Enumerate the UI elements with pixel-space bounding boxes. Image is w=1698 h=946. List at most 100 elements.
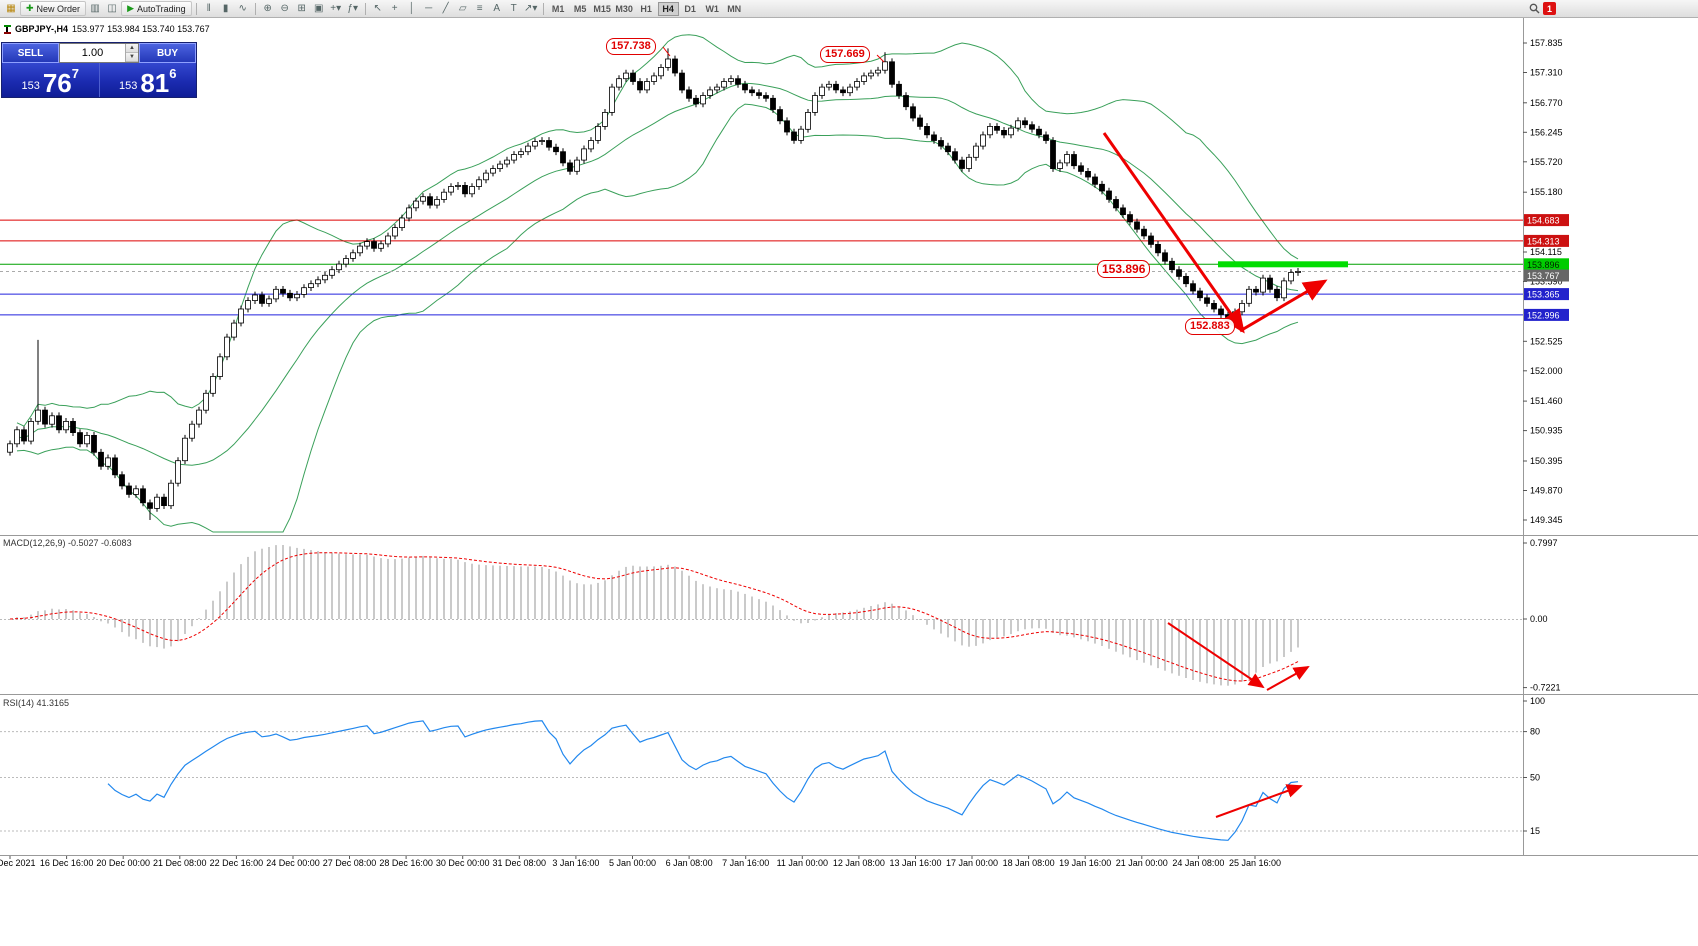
buy-price-big: 81 [140,68,170,98]
buy-price[interactable]: 153 81 6 [98,63,197,98]
svg-text:0.7997: 0.7997 [1530,538,1558,548]
macd-indicator-label: MACD(12,26,9) -0.5027 -0.6083 [3,538,132,548]
svg-text:31 Dec 08:00: 31 Dec 08:00 [493,858,547,868]
timeframe-m1[interactable]: M1 [551,3,565,14]
text-tool-icon[interactable]: A [493,3,501,14]
svg-text:152.525: 152.525 [1530,336,1563,346]
tile-windows-icon[interactable]: ⊞ [297,3,306,14]
timeframe-d1[interactable]: D1 [684,3,696,14]
chart-ohlc-header: GBPJPY-,H4 153.977 153.984 153.740 153.7… [4,24,210,34]
svg-text:157.310: 157.310 [1530,68,1563,78]
search-icon[interactable] [1526,2,1542,16]
market-watch-icon[interactable]: ▥ [90,3,100,14]
autotrading-button[interactable]: ▶ AutoTrading [121,1,192,16]
line-chart-mode-icon[interactable]: ∿ [238,3,247,14]
toolbar-separator [364,2,366,15]
rsi-indicator-label: RSI(14) 41.3165 [3,698,70,708]
svg-text:27 Dec 08:00: 27 Dec 08:00 [323,858,377,868]
svg-text:50: 50 [1530,773,1540,783]
annotation-level-153896[interactable]: 153.896 [1097,260,1151,278]
autotrading-label: AutoTrading [136,3,186,14]
zoom-out-icon[interactable]: ⊖ [280,3,289,14]
volume-down-button[interactable]: ▼ [126,53,138,62]
main-chart-panel[interactable] [0,18,1523,535]
svg-text:6 Jan 08:00: 6 Jan 08:00 [666,858,713,868]
notification-badge[interactable]: 1 [1543,2,1556,15]
svg-text:152.996: 152.996 [1527,310,1560,320]
svg-text:21 Jan 00:00: 21 Jan 00:00 [1116,858,1168,868]
chart-window-icon[interactable]: ▦ [6,3,16,14]
new-order-icon: ✚ [26,3,34,13]
channel-tool-icon[interactable]: ▱ [458,3,467,14]
horizontal-line-tool-icon[interactable]: ─ [425,3,433,14]
annotation-high-157738[interactable]: 157.738 [606,38,656,55]
new-order-button[interactable]: ✚ New Order [20,1,87,16]
crosshair-tool-icon[interactable]: + [391,3,398,14]
volume-input[interactable] [60,44,125,62]
panel-separator-macd[interactable] [0,533,1523,538]
svg-text:20 Dec 00:00: 20 Dec 00:00 [96,858,150,868]
timeframe-m5[interactable]: M5 [573,3,587,14]
svg-text:16 Dec 16:00: 16 Dec 16:00 [40,858,94,868]
cascade-windows-icon[interactable]: ▣ [313,3,324,14]
fibonacci-tool-icon[interactable]: ≡ [476,3,483,14]
svg-text:154.313: 154.313 [1527,236,1560,246]
svg-text:30 Dec 00:00: 30 Dec 00:00 [436,858,490,868]
indicators-icon[interactable]: ƒ ▾ [347,3,358,14]
annotation-low-152883[interactable]: 152.883 [1185,318,1235,335]
sell-button[interactable]: SELL [2,43,59,63]
buy-button[interactable]: BUY [139,43,196,63]
macd-panel[interactable] [0,536,1523,694]
svg-text:11 Jan 00:00: 11 Jan 00:00 [777,858,828,868]
zoom-in-icon[interactable]: ⊕ [263,3,272,14]
svg-text:154.115: 154.115 [1530,247,1562,257]
panel-separator-rsi[interactable] [0,692,1523,697]
label-tool-icon[interactable]: T [510,3,517,14]
svg-text:18 Jan 08:00: 18 Jan 08:00 [1003,858,1055,868]
rsi-panel[interactable] [0,696,1523,855]
svg-text:28 Dec 16:00: 28 Dec 16:00 [379,858,433,868]
price-scale[interactable] [1523,18,1698,855]
timeframe-h1[interactable]: H1 [640,3,652,14]
volume-box: ▲ ▼ [59,43,139,63]
svg-text:3 Jan 16:00: 3 Jan 16:00 [552,858,599,868]
svg-text:153.896: 153.896 [1527,260,1560,270]
trendline-tool-icon[interactable]: ╱ [442,3,449,14]
one-click-trading-panel: SELL ▲ ▼ BUY 153 76 7 153 81 6 [1,42,197,98]
toolbar-separator [542,2,544,15]
bar-chart-mode-icon[interactable]: ‖ [206,3,211,14]
arrows-tool-icon[interactable]: ↗ ▾ [523,3,538,14]
timeframe-m15[interactable]: M15 [593,3,611,14]
toolbar: ▦ ✚ New Order ▥ ◫ ▶ AutoTrading ‖ ▮ ∿ ⊕ … [0,0,1698,18]
svg-text:19 Jan 16:00: 19 Jan 16:00 [1059,858,1111,868]
vertical-line-tool-icon[interactable]: │ [408,3,415,14]
candlestick-mode-icon[interactable]: ▮ [222,3,229,14]
symbol-chart-icon [4,24,11,34]
cursor-tool-icon[interactable]: ↖ [373,3,382,14]
volume-up-button[interactable]: ▲ [126,44,138,53]
sell-price-big: 76 [42,68,72,98]
svg-text:24 Dec 00:00: 24 Dec 00:00 [266,858,320,868]
svg-text:155.180: 155.180 [1530,187,1563,197]
svg-text:-0.7221: -0.7221 [1530,683,1561,693]
svg-text:5 Jan 00:00: 5 Jan 00:00 [609,858,656,868]
svg-text:154.683: 154.683 [1527,216,1560,226]
svg-text:150.395: 150.395 [1530,456,1563,466]
time-axis[interactable] [0,855,1523,871]
sell-price[interactable]: 153 76 7 [2,63,99,97]
svg-text:12 Jan 08:00: 12 Jan 08:00 [833,858,885,868]
svg-text:157.835: 157.835 [1530,38,1563,48]
annotation-high-157669[interactable]: 157.669 [820,46,870,63]
timeframe-w1[interactable]: W1 [705,3,719,14]
timeframe-m30[interactable]: M30 [615,3,633,14]
buy-price-pip: 6 [169,66,177,81]
data-window-icon[interactable]: ◫ [107,3,117,14]
autotrading-play-icon: ▶ [127,3,134,13]
svg-text:156.245: 156.245 [1530,127,1563,137]
timeframe-h4[interactable]: H4 [657,1,679,16]
new-chart-icon[interactable]: + ▾ [330,3,342,14]
svg-text:25 Jan 16:00: 25 Jan 16:00 [1229,858,1281,868]
timeframe-mn[interactable]: MN [727,3,742,14]
svg-text:149.345: 149.345 [1530,515,1563,525]
